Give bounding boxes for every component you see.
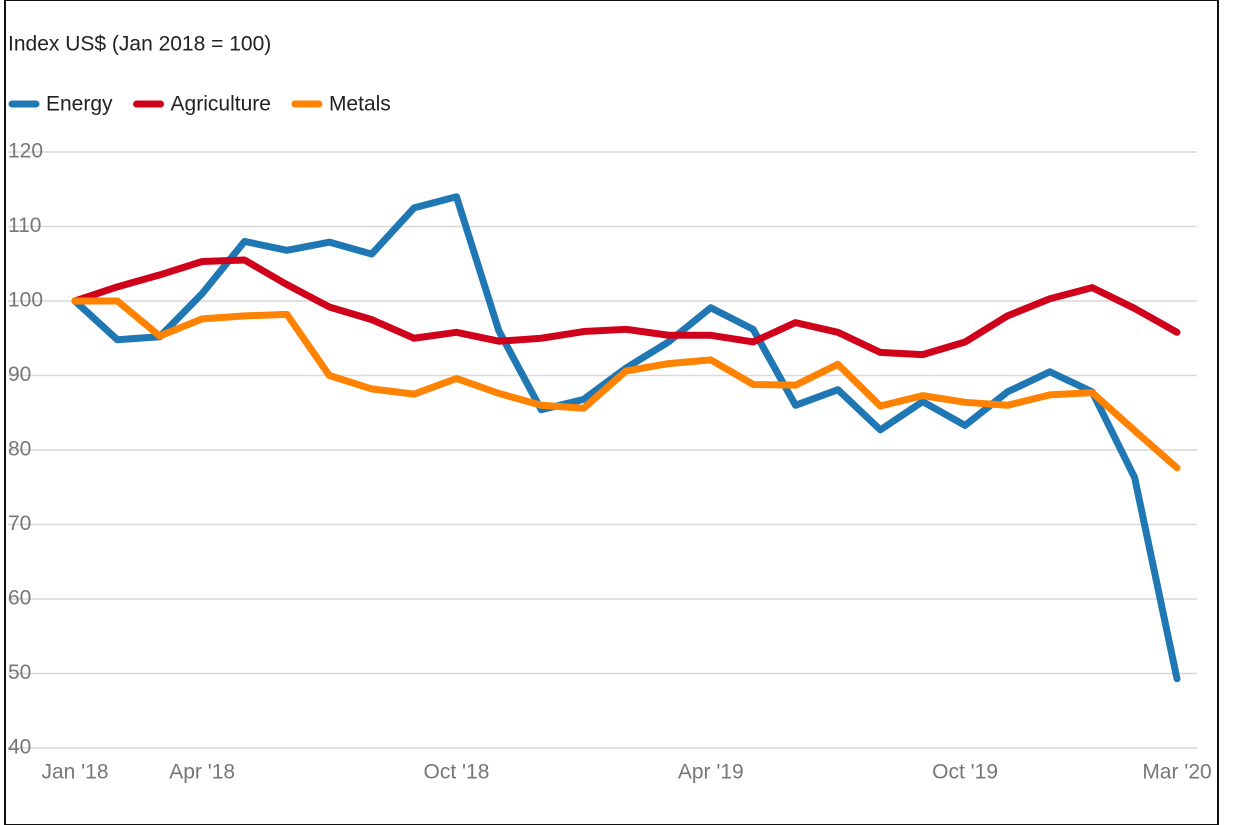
x-tick-label: Oct '19 [932, 761, 998, 784]
y-tick-label: 60 [8, 587, 31, 610]
y-tick-label: 50 [8, 661, 31, 684]
legend-label: Agriculture [171, 93, 271, 116]
x-tick-label: Apr '19 [678, 761, 744, 784]
y-tick-label: 90 [8, 363, 31, 386]
y-tick-label: 120 [8, 140, 43, 163]
frame [4, 0, 1219, 825]
y-tick-label: 40 [8, 736, 31, 759]
y-tick-label: 110 [8, 214, 41, 237]
y-tick-label: 100 [8, 289, 43, 312]
x-tick-label: Mar '20 [1142, 761, 1211, 784]
legend-label: Energy [46, 93, 113, 116]
legend-label: Metals [329, 93, 391, 116]
line-series [71, 256, 1181, 359]
y-tick-label: 80 [8, 438, 31, 461]
x-tick-label: Oct '18 [424, 761, 490, 784]
chart-title: Index US$ (Jan 2018 = 100) [8, 33, 271, 56]
x-tick-label: Apr '18 [169, 761, 235, 784]
y-tick-label: 70 [8, 512, 31, 535]
line-series [71, 297, 1181, 472]
x-tick-label: Jan '18 [41, 761, 108, 784]
